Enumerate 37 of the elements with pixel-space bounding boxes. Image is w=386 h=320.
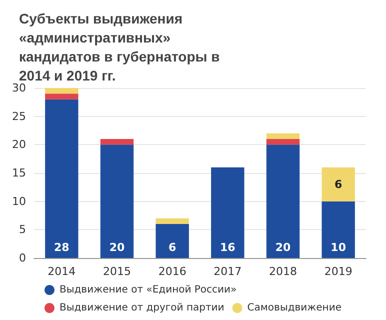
bar (100, 144, 134, 258)
x-tick-label: 2018 (269, 265, 297, 278)
bar (266, 133, 300, 139)
x-tick-label: 2017 (214, 265, 242, 278)
data-label: 16 (220, 241, 236, 254)
bar (211, 167, 244, 258)
x-tick-label: 2015 (103, 265, 131, 278)
legend-label: Выдвижение от «Единой России» (60, 284, 237, 296)
legend-label: Выдвижение от другой партии (60, 302, 224, 314)
bar (100, 139, 134, 145)
bar (45, 88, 78, 94)
data-label: 10 (330, 241, 346, 254)
x-tick-label: 2019 (324, 265, 352, 278)
y-tick-label: 5 (19, 223, 26, 236)
bar (266, 139, 300, 145)
bar (322, 167, 355, 202)
y-tick-label: 30 (12, 82, 26, 94)
bar (45, 99, 78, 258)
y-tick-label: 20 (12, 138, 26, 152)
y-tick-label: 0 (19, 252, 26, 264)
y-tick-label: 15 (12, 166, 26, 180)
data-label: 28 (54, 241, 70, 254)
bar (322, 201, 355, 258)
data-label: 6 (168, 241, 177, 254)
x-tick-label: 2014 (48, 265, 76, 278)
data-label: 20 (275, 241, 291, 254)
y-tick-label: 25 (12, 110, 26, 123)
x-tick-label: 2016 (158, 265, 186, 278)
y-tick-label: 10 (12, 194, 26, 208)
data-label: 20 (109, 241, 125, 254)
bar (266, 144, 300, 258)
bar (156, 218, 189, 224)
bar (45, 94, 78, 100)
legend-label: Самовыдвижение (247, 302, 342, 314)
bar (156, 224, 189, 258)
data-label: 6 (334, 178, 343, 191)
chart-title: Субъекты выдвижения «административных» кандидатов в губернаторы в 2014 и 2019 гг. (19, 10, 224, 84)
